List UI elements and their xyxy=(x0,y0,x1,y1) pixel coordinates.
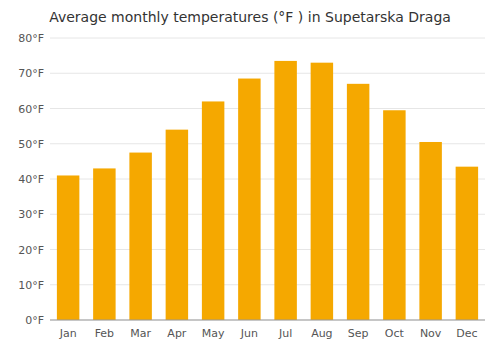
bar xyxy=(129,153,151,320)
bar xyxy=(93,168,115,320)
y-tick-label: 20°F xyxy=(18,244,44,257)
bar xyxy=(419,142,441,320)
y-tick-label: 0°F xyxy=(25,314,44,327)
bar xyxy=(274,61,296,320)
x-tick-label: Sep xyxy=(348,327,369,340)
y-axis: 0°F 10°F 20°F 30°F 40°F 50°F 60°F 70°F 80°F xyxy=(18,32,44,327)
grid xyxy=(50,38,485,320)
chart-container: Average monthly temperatures (°F ) in Su… xyxy=(0,0,500,350)
bar xyxy=(383,110,405,320)
grid-line xyxy=(50,38,485,39)
bars xyxy=(57,61,478,320)
bar xyxy=(166,130,188,320)
chart-title: Average monthly temperatures (°F ) in Su… xyxy=(49,9,451,25)
bar xyxy=(202,101,224,320)
bar xyxy=(311,63,333,320)
x-tick-label: Feb xyxy=(95,327,114,340)
x-tick-label: Apr xyxy=(167,327,187,340)
y-tick-label: 60°F xyxy=(18,103,44,116)
x-tick-label: May xyxy=(202,327,225,340)
x-axis-line xyxy=(50,320,485,321)
y-tick-label: 40°F xyxy=(18,173,44,186)
page: {"chart_data": {"type": "bar", "title": … xyxy=(0,0,500,350)
bar xyxy=(347,84,369,320)
x-tick-label: Dec xyxy=(456,327,477,340)
grid-line xyxy=(50,73,485,74)
x-tick-label: Jun xyxy=(240,327,258,340)
bar xyxy=(57,175,79,320)
y-tick-label: 50°F xyxy=(18,138,44,151)
x-tick-label: Jul xyxy=(278,327,292,340)
x-axis: Jan Feb Mar Apr May Jun Jul Aug Sep Oct Nov Dec xyxy=(59,327,478,340)
x-tick-label: Oct xyxy=(385,327,405,340)
y-tick-label: 30°F xyxy=(18,208,44,221)
x-tick-label: Nov xyxy=(420,327,442,340)
grid-line xyxy=(50,108,485,109)
x-tick-label: Jan xyxy=(59,327,77,340)
grid-line xyxy=(50,320,485,321)
bar xyxy=(456,167,478,320)
y-tick-label: 70°F xyxy=(18,67,44,80)
x-tick-label: Mar xyxy=(130,327,151,340)
x-tick-label: Aug xyxy=(311,327,332,340)
chart-svg: Average monthly temperatures (°F ) in Su… xyxy=(0,0,500,350)
y-tick-label: 10°F xyxy=(18,279,44,292)
bar xyxy=(238,79,260,320)
y-tick-label: 80°F xyxy=(18,32,44,45)
